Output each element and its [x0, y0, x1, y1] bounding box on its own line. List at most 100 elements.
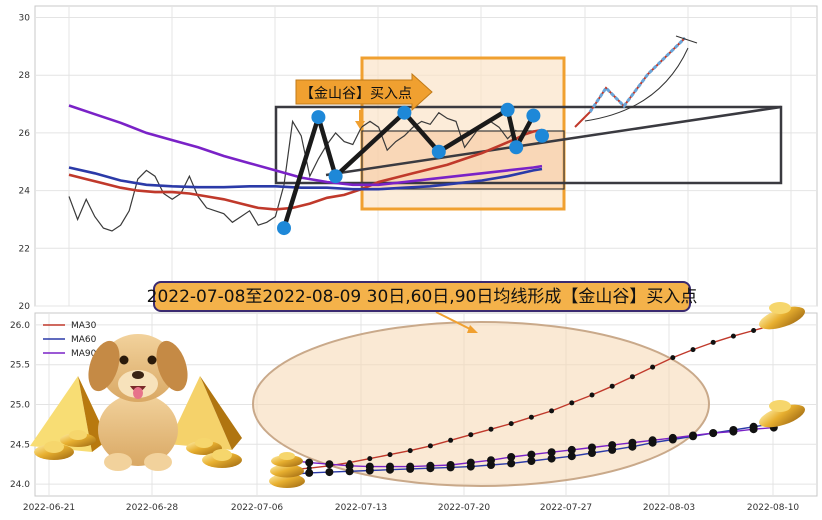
price-y-tick-label: 24 — [19, 187, 31, 197]
signal-point — [328, 169, 343, 184]
date-tick-label: 2022-08-03 — [643, 503, 695, 513]
zoom-point-ma90 — [507, 453, 516, 461]
series-line-ma30 — [68, 128, 543, 211]
projection-tip — [675, 35, 698, 44]
callout-label: 【金山谷】买入点 — [300, 86, 412, 102]
puppy-icon — [88, 334, 188, 471]
signal-point — [535, 128, 549, 143]
zoom-point-ma90 — [305, 458, 314, 467]
price-y-tick-label: 28 — [19, 71, 31, 81]
ma-y-tick-label: 25.5 — [10, 361, 30, 371]
signal-point — [526, 108, 541, 123]
banner-box — [153, 281, 691, 312]
gold-ingot-icon — [759, 400, 805, 428]
zoom-point-ma60 — [305, 468, 314, 477]
date-tick-label: 2022-07-06 — [231, 503, 284, 513]
trend-line — [325, 105, 782, 177]
ma-y-tick-label: 26.0 — [10, 321, 30, 331]
ma-y-axis: 24.0 24.5 25.0 25.5 26.0 — [10, 321, 30, 490]
zoom-point-ma60 — [588, 449, 596, 457]
price-y-tick-label: 20 — [19, 302, 31, 312]
zoom-point-ma90 — [547, 448, 556, 457]
ma-y-tick-label: 24.0 — [10, 480, 30, 490]
zoom-point-ma90 — [487, 456, 495, 465]
date-tick-label: 2022-06-28 — [126, 503, 179, 513]
ma-zoom-panel: 24.024.525.025.526.0 2022-06-21 2022-06-2… — [10, 281, 818, 513]
ma-y-tick-label: 24.5 — [10, 440, 30, 450]
title-banner: 2022-07-08至2022-08-09 30日,60日,90日均线形成【金山… — [147, 281, 698, 333]
date-axis: 2022-06-21 2022-06-28 2022-07-06 2022-07-13… — [23, 503, 800, 513]
zoom-point-ma90 — [406, 462, 415, 471]
zoom-point-ma30 — [751, 328, 757, 333]
gold-ingot-stack-icon — [269, 452, 305, 488]
price-panel: 20 22 24 26 28 30 【金山谷】买入点 — [19, 5, 818, 312]
zoom-point-ma30 — [488, 426, 494, 432]
date-tick-label: 2022-06-21 — [23, 503, 75, 513]
series-line-ma90 — [68, 104, 543, 187]
zoom-point-ma30 — [670, 355, 676, 361]
date-tick-label: 2022-08-10 — [747, 503, 800, 513]
zoom-point-ma90 — [628, 438, 637, 447]
banner-text: 2022-07-08至2022-08-09 30日,60日,90日均线形成【金山… — [147, 287, 698, 307]
zoom-point-ma90 — [648, 436, 657, 445]
series-line-ma60 — [68, 166, 543, 191]
callout-arrow-shape — [295, 72, 433, 112]
banner-pointer-head — [467, 325, 478, 333]
signal-point — [509, 140, 524, 155]
callout-pointer-head — [355, 121, 365, 129]
signal-point — [431, 144, 446, 159]
zoom-point-ma30 — [650, 364, 656, 370]
zoom-point-ma90 — [729, 427, 738, 436]
zoom-point-ma90 — [689, 431, 697, 440]
zoom-point-ma90 — [527, 450, 536, 459]
zoom-point-ma90 — [345, 461, 354, 470]
zoom-point-ma30 — [427, 443, 433, 449]
signal-points — [277, 102, 549, 236]
banner-pointer — [435, 311, 475, 332]
zoom-point-ma30 — [569, 400, 575, 406]
gold-ingot-icon — [186, 438, 242, 468]
date-tick-label: 2022-07-20 — [438, 503, 491, 513]
zoom-point-ma60 — [567, 452, 576, 461]
legend: MA30 MA60 MA90 — [43, 321, 97, 359]
price-y-tick-label: 30 — [19, 14, 31, 24]
zoom-point-ma60 — [325, 468, 334, 477]
signal-point — [397, 105, 412, 120]
zoom-point-ma60 — [345, 467, 354, 476]
zoom-point-ma30 — [549, 408, 555, 414]
zoom-point-ma30 — [367, 456, 373, 462]
date-tick-label: 2022-07-13 — [335, 503, 387, 513]
zoom-point-ma90 — [466, 458, 475, 467]
legend-label-ma30: MA30 — [71, 321, 97, 331]
ma-y-tick-label: 25.0 — [10, 401, 30, 411]
zoom-point-ma90 — [608, 441, 617, 450]
ma-zoom-lines — [285, 322, 778, 479]
zoom-point-ma30 — [589, 392, 595, 398]
zoom-point-ma30 — [468, 432, 474, 438]
zoom-point-ma90 — [365, 462, 374, 471]
zoom-point-ma30 — [508, 421, 514, 427]
zoom-point-ma90 — [325, 460, 334, 469]
buy-point-callout: 【金山谷】买入点 — [295, 72, 433, 129]
zoom-point-ma90 — [426, 461, 435, 470]
legend-label-ma60: MA60 — [71, 335, 97, 345]
projection-blue — [588, 36, 687, 113]
zoom-point-ma30 — [528, 414, 534, 420]
zoom-point-ma30 — [730, 333, 736, 339]
zoom-point-ma90 — [749, 425, 758, 434]
zoom-point-ma90 — [446, 461, 455, 469]
zoom-point-ma30 — [690, 347, 696, 353]
zoom-point-ma90 — [567, 445, 576, 454]
moving-average-lines — [68, 104, 543, 211]
zoom-point-ma30 — [629, 374, 635, 380]
gold-pyramid-icon — [168, 376, 242, 450]
zoom-point-ma60 — [507, 459, 516, 468]
zoom-point-ma90 — [588, 443, 596, 452]
zoom-point-ma30 — [448, 437, 454, 443]
projection-arc — [584, 47, 689, 122]
signal-point — [277, 221, 291, 236]
gold-ingot-icon — [34, 430, 96, 460]
zoom-point-ma90 — [709, 429, 718, 438]
zoom-point-ma60 — [527, 457, 536, 465]
